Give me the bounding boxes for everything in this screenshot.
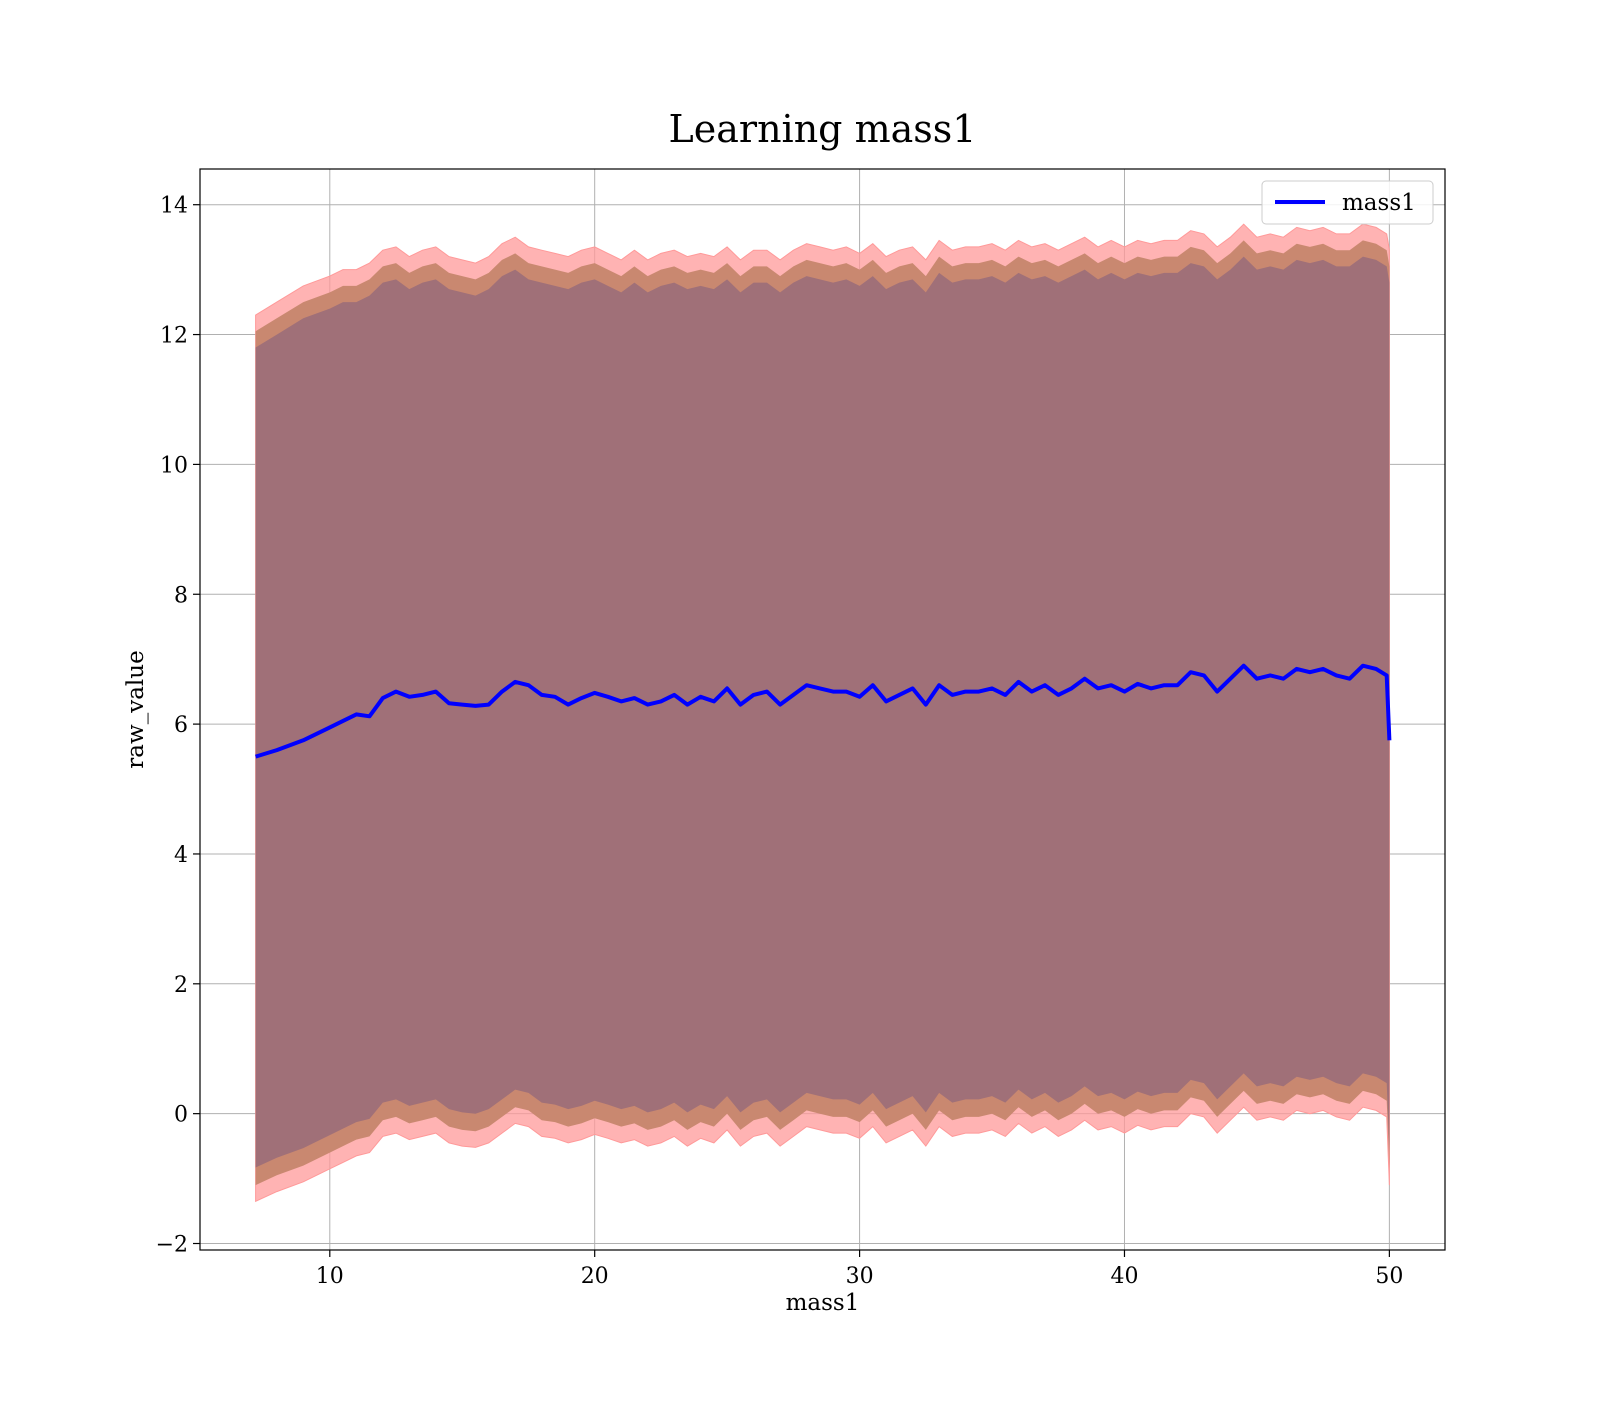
y-tick-label-7: 12 [160,324,188,349]
y-tick-label-6: 10 [160,453,188,478]
y-tick-label-8: 14 [160,194,188,219]
band-layer [255,223,1390,1203]
x-axis-label: mass1 [786,1290,860,1316]
y-tick-label-4: 6 [174,713,188,738]
y-tick-label-1: 0 [174,1103,188,1128]
y-tick-label-0: −2 [156,1233,188,1258]
legend-box [1261,180,1434,225]
plot-frame [199,168,1446,1251]
x-tick-label-3: 40 [1110,1264,1138,1289]
legend-label-mass1: mass1 [1342,190,1416,216]
y-tick-label-5: 8 [174,583,188,608]
x-tick-label-4: 50 [1375,1264,1403,1289]
x-tick-label-1: 20 [581,1264,609,1289]
x-tick-label-0: 10 [316,1264,344,1289]
chart-title: Learning mass1 [669,107,977,151]
legend: mass1 [1261,180,1434,225]
tick-layer: 10 20 30 40 50 −2 0 2 4 6 8 10 12 14 [156,194,1404,1289]
y-axis-label: raw_value [123,650,149,768]
x-tick-label-2: 30 [846,1264,874,1289]
series-line-mass1 [255,663,1392,759]
y-tick-label-3: 4 [174,843,188,868]
y-tick-label-2: 2 [174,973,188,998]
band-inner [255,256,1390,1168]
line-layer [255,663,1392,759]
